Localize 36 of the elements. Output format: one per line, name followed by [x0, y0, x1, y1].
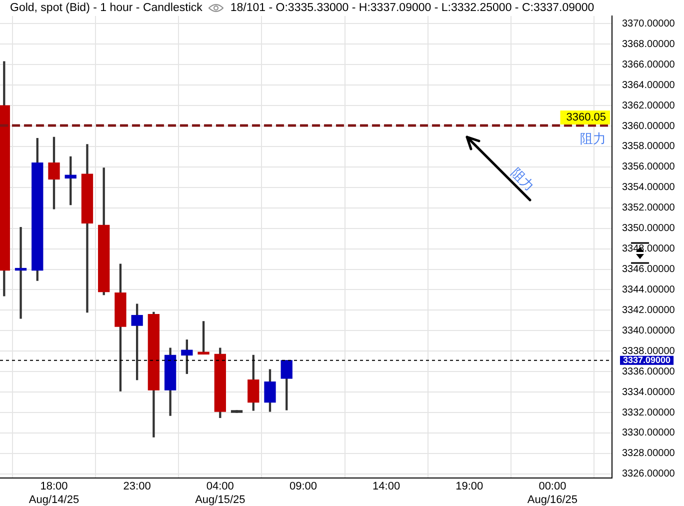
chart-subtitle: 18/101 - O:3335.33000 - H:3337.09000 - L:3332.25000 - C:3337.09000 [230, 2, 594, 14]
x-tick-label: 09:00 [289, 480, 317, 493]
x-tick-label: 04:00 Aug/15/25 [195, 480, 246, 506]
annotation: 阻力 [580, 131, 606, 146]
y-tick-label: 3334.00000 [622, 386, 676, 398]
y-tick-label: 3356.00000 [622, 162, 676, 173]
y-tick-label: 3342.00000 [622, 304, 676, 316]
y-tick-label: 3352.00000 [622, 202, 676, 214]
y-tick-label: 3340.00000 [622, 325, 676, 336]
y-tick-label: 3350.00000 [622, 223, 676, 234]
y-tick-label: 3360.00000 [622, 120, 676, 132]
annotation: 阻力 [508, 164, 538, 194]
y-tick-label: 3332.00000 [622, 407, 676, 418]
x-tick-label: 23:00 [123, 480, 151, 493]
y-tick-label: 3370.00000 [622, 18, 676, 30]
ref-line-label: 3337.09000 [623, 354, 671, 365]
y-tick-label: 3328.00000 [622, 448, 676, 460]
x-tick-label: 14:00 [372, 480, 400, 493]
y-tick-label: 3338.00000 [622, 346, 676, 357]
y-tick-label: 3362.00000 [622, 100, 676, 112]
y-tick-label: 3358.00000 [622, 141, 676, 152]
ref-line-label: 3360.05 [566, 112, 606, 124]
y-tick-label: 3344.00000 [622, 284, 676, 296]
y-tick-label: 3330.00000 [622, 428, 676, 439]
y-tick-label: 3368.00000 [622, 38, 676, 50]
x-tick-label: 19:00 [456, 480, 484, 493]
x-tick-label: 18:00 Aug/14/25 [28, 480, 80, 506]
y-tick-label: 3336.00000 [622, 366, 676, 378]
x-tick-label: 00:00 Aug/16/25 [527, 480, 578, 506]
y-tick-label: 3354.00000 [622, 182, 676, 194]
y-tick-label: 3326.00000 [622, 468, 676, 480]
y-tick-label: 3346.00000 [622, 264, 676, 276]
y-tick-label: 3364.00000 [622, 80, 676, 91]
y-tick-label: 3366.00000 [622, 59, 676, 70]
chart-title: Gold, spot (Bid) - 1 hour - Candlestick [10, 2, 202, 14]
candlestick [14, 226, 27, 319]
